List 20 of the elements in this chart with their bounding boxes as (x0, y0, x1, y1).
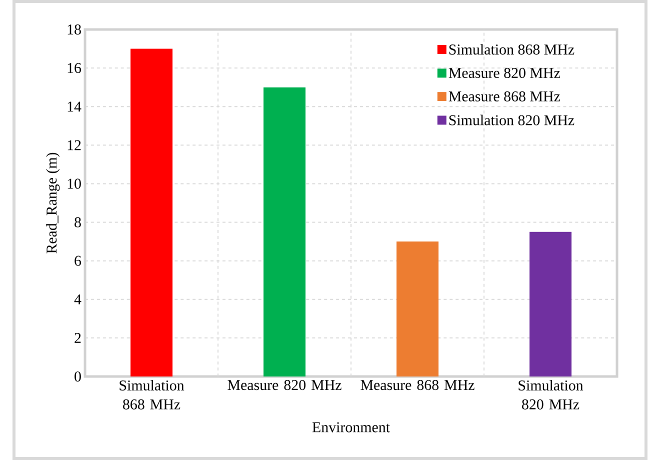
y-tick-label: 16 (68, 62, 82, 73)
y-tick-label: 0 (74, 371, 81, 382)
y-tick-label: 14 (68, 101, 82, 112)
legend-label: Measure 820 MHz (448, 68, 560, 78)
y-tick-label: 4 (74, 294, 82, 304)
y-tick-label: 2 (74, 332, 81, 343)
x-tick-label: Simulation 820 MHz (518, 380, 584, 410)
y-axis-title: Read_Range (m) (46, 152, 60, 254)
x-tick-label: Measure 868 MHz (360, 380, 474, 390)
legend-label: Measure 868 MHz (448, 91, 560, 102)
y-tick-label: 6 (74, 256, 82, 266)
legend-label: Simulation 820 MHz (449, 114, 574, 126)
x-tick-label: Measure 820 MHz (228, 380, 342, 390)
x-tick-label: Simulation 868 MHz (120, 380, 184, 410)
legend-label: Simulation 868 MHz (449, 44, 574, 54)
y-tick-label: 12 (68, 140, 81, 150)
x-axis-title: Environment (312, 422, 390, 432)
y-tick-label: 10 (68, 178, 81, 189)
y-tick-label: 18 (68, 24, 81, 34)
y-tick-label: 8 (74, 216, 81, 228)
